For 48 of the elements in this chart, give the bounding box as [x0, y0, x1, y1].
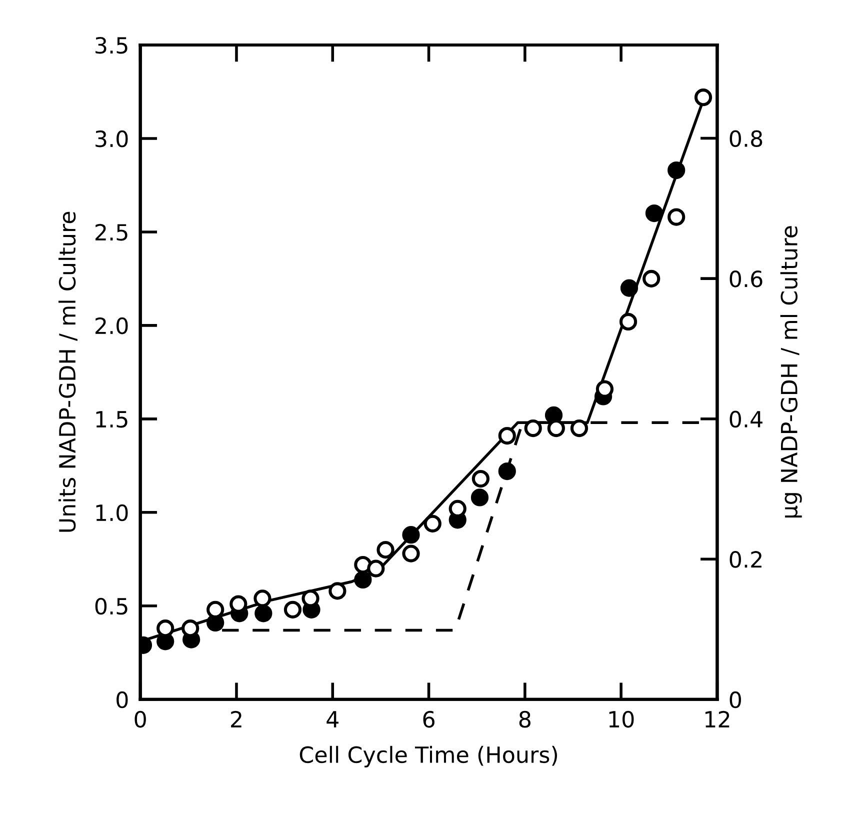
y2-axis-title: µg NADP-GDH / ml Culture [780, 226, 802, 518]
point [524, 419, 542, 438]
point [254, 590, 272, 608]
point [376, 541, 394, 559]
point [206, 600, 224, 618]
y-tick-label: 3.5 [96, 36, 128, 54]
point [619, 312, 638, 331]
y-tick-label: 1.0 [96, 504, 128, 522]
point [668, 208, 686, 226]
point [472, 470, 490, 488]
x-tick-label: 2 [231, 710, 242, 728]
x-tick-label: 6 [423, 710, 434, 728]
point [642, 270, 660, 288]
y2-tick-label: 0.8 [730, 130, 762, 148]
y2-tick-label: 0.6 [730, 270, 762, 288]
y-tick-label: 2.5 [96, 224, 128, 241]
point [402, 544, 420, 562]
y-axis-title: Units NADP-GDH / ml Culture [58, 212, 78, 532]
x-tick-label: 10 [609, 710, 634, 728]
point [354, 570, 372, 589]
point [498, 426, 516, 445]
point [620, 279, 638, 297]
x-tick-label: 8 [519, 710, 530, 728]
point [547, 419, 565, 438]
y-tick-label: 1.5 [96, 411, 128, 428]
point [668, 161, 686, 180]
y-tick-label: 0.5 [95, 598, 128, 615]
point [424, 514, 442, 532]
y-tick-label: 2.0 [96, 317, 128, 334]
point [570, 419, 588, 438]
point [284, 600, 302, 618]
y2-tick-label: 0 [730, 691, 741, 708]
y-tick-label: 3.0 [96, 130, 128, 148]
point [470, 488, 489, 506]
x-axis-title: Cell Cycle Time (Hours) [300, 746, 558, 768]
point [645, 204, 664, 222]
point [254, 604, 272, 622]
y2-tick-label: 0.4 [730, 410, 762, 428]
point [498, 462, 516, 480]
x-tick-label: 12 [706, 710, 730, 728]
y2-tick-label: 0.2 [730, 551, 762, 568]
x-tick-label: 0 [134, 710, 146, 728]
y-tick-label: 0 [116, 691, 128, 708]
x-tick-label: 4 [326, 711, 338, 728]
point [367, 560, 385, 578]
point [328, 582, 346, 600]
point [694, 88, 712, 106]
point [402, 526, 420, 544]
